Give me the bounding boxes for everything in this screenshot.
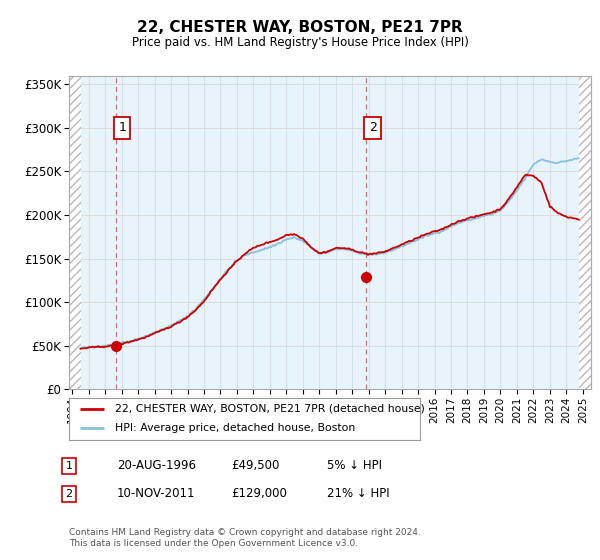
Text: £49,500: £49,500 — [231, 459, 280, 473]
Text: 1: 1 — [65, 461, 73, 471]
Text: Contains HM Land Registry data © Crown copyright and database right 2024.
This d: Contains HM Land Registry data © Crown c… — [69, 528, 421, 548]
Text: 2: 2 — [65, 489, 73, 499]
Bar — [80, 76, 578, 389]
Text: 20-AUG-1996: 20-AUG-1996 — [117, 459, 196, 473]
Text: 5% ↓ HPI: 5% ↓ HPI — [327, 459, 382, 473]
Text: 22, CHESTER WAY, BOSTON, PE21 7PR: 22, CHESTER WAY, BOSTON, PE21 7PR — [137, 20, 463, 35]
Text: HPI: Average price, detached house, Boston: HPI: Average price, detached house, Bost… — [115, 423, 355, 433]
Text: 2: 2 — [369, 122, 377, 134]
Text: 22, CHESTER WAY, BOSTON, PE21 7PR (detached house): 22, CHESTER WAY, BOSTON, PE21 7PR (detac… — [115, 404, 425, 414]
Text: 10-NOV-2011: 10-NOV-2011 — [117, 487, 196, 501]
Text: Price paid vs. HM Land Registry's House Price Index (HPI): Price paid vs. HM Land Registry's House … — [131, 36, 469, 49]
Text: £129,000: £129,000 — [231, 487, 287, 501]
Text: 1: 1 — [118, 122, 126, 134]
Text: 21% ↓ HPI: 21% ↓ HPI — [327, 487, 389, 501]
